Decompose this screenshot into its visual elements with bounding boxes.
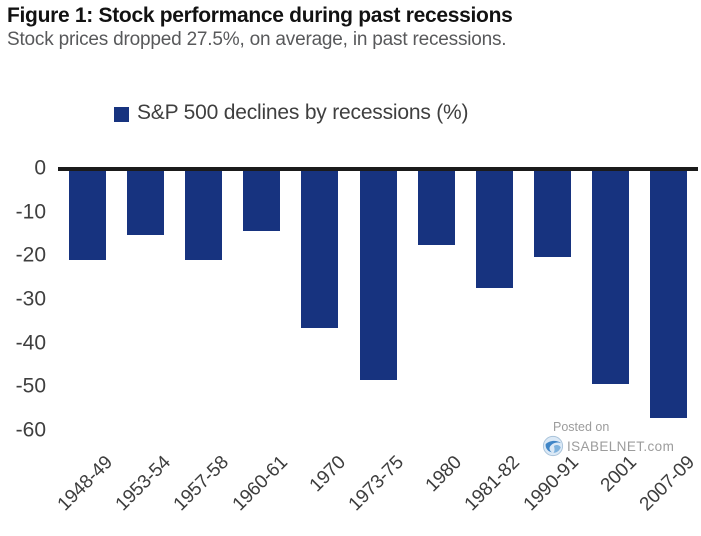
y-tick-label: -60	[15, 418, 46, 442]
y-tick-label: 0	[34, 156, 46, 180]
bar-1973-75	[359, 170, 397, 381]
watermark-posted-on: Posted on	[553, 420, 610, 434]
x-slot: 2007-09	[636, 452, 699, 536]
y-axis: 0 -10 -20 -30 -40 -50 -60	[0, 157, 46, 442]
y-tick-label: -40	[15, 331, 46, 355]
y-tick-label: -20	[15, 243, 46, 267]
bar-1981-82	[475, 170, 513, 289]
zero-axis-line	[58, 167, 698, 171]
y-tick-label: -50	[15, 374, 46, 398]
bar-slot	[582, 169, 640, 431]
bar-1953-54	[126, 170, 164, 235]
bar-1960-61	[243, 170, 281, 231]
bar-1990-91	[534, 170, 572, 257]
bar-2001	[592, 170, 630, 385]
bar-1957-58	[184, 170, 222, 261]
figure-subtitle: Stock prices dropped 27.5%, on average, …	[7, 29, 507, 50]
bar-slot	[349, 169, 407, 431]
bar-slot	[174, 169, 232, 431]
bar-slot	[58, 169, 116, 431]
watermark-site-name: ISABELNET.com	[567, 438, 675, 454]
bar-slot	[233, 169, 291, 431]
bar-slot	[407, 169, 465, 431]
bar-slot	[291, 169, 349, 431]
bar-chart: 0 -10 -20 -30 -40 -50 -60 1948-49 1953-54 1957-5…	[0, 157, 701, 536]
bar-1980	[417, 170, 455, 245]
bar-slot	[116, 169, 174, 431]
bar-2007-09	[650, 170, 688, 419]
plot-area	[58, 169, 698, 431]
legend-label: S&P 500 declines by recessions (%)	[137, 101, 469, 124]
x-axis: 1948-49 1953-54 1957-58 1960-61 1970 1973-75 1…	[54, 452, 699, 536]
y-tick-label: -10	[15, 200, 46, 224]
bar-slot	[465, 169, 523, 431]
bar-1970	[301, 170, 339, 328]
bar-1948-49	[68, 170, 106, 260]
chart-legend: S&P 500 declines by recessions (%)	[114, 101, 469, 125]
globe-icon	[542, 435, 564, 457]
y-tick-label: -30	[15, 287, 46, 311]
legend-swatch-icon	[114, 106, 129, 122]
bar-slot	[524, 169, 582, 431]
bar-slot	[640, 169, 698, 431]
watermark: Posted on ISABELNET.com	[542, 420, 674, 457]
figure-title: Figure 1: Stock performance during past …	[7, 4, 513, 27]
watermark-row: ISABELNET.com	[542, 435, 674, 457]
